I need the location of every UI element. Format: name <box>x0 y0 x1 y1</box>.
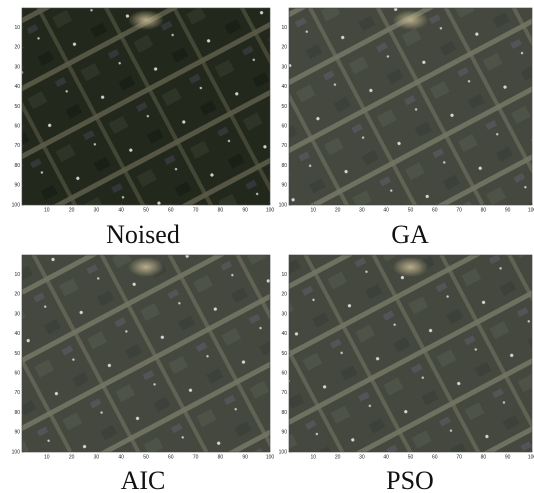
x-tick-label: 30 <box>359 454 365 460</box>
x-tick-label: 70 <box>193 454 199 460</box>
image-panel: 10 20 30 40 50 60 70 80 90 100 10 20 30 40 50 60 70 80 90 1… <box>12 255 275 493</box>
x-tick-label: 20 <box>69 454 75 460</box>
y-tick-label: 30 <box>14 311 20 317</box>
y-tick-label: 30 <box>281 64 287 70</box>
x-tick-label: 70 <box>456 207 462 213</box>
x-tick-label: 50 <box>143 454 149 460</box>
y-tick-label: 90 <box>281 183 287 189</box>
x-tick-label: 60 <box>168 454 174 460</box>
image <box>289 8 532 205</box>
x-tick-label: 90 <box>505 207 511 213</box>
y-tick-label: 90 <box>14 430 20 436</box>
y-tick-label: 70 <box>281 143 287 149</box>
x-tick-label: 90 <box>242 207 248 213</box>
y-tick-label: 70 <box>14 143 20 149</box>
caption: PSO <box>386 466 434 493</box>
x-tick-label: 30 <box>94 454 100 460</box>
y-tick-label: 60 <box>281 371 287 377</box>
y-tick-label: 60 <box>14 371 20 377</box>
x-tick-label: 60 <box>168 207 174 213</box>
x-tick-label: 30 <box>359 207 365 213</box>
figure: 10 20 30 40 50 60 70 80 90 100 10 20 30 40 50 60 70 80 90 1… <box>0 0 534 493</box>
image-highlight <box>393 257 429 277</box>
y-tick-label: 10 <box>281 25 287 31</box>
image-panel: 10 20 30 40 50 60 70 80 90 100 10 20 30 40 50 60 70 80 90 1… <box>12 8 275 249</box>
x-tick-label: 20 <box>335 454 341 460</box>
x-tick-label: 40 <box>383 454 389 460</box>
image <box>22 8 270 205</box>
y-tick-label: 40 <box>281 331 287 337</box>
y-tick-label: 100 <box>12 202 21 208</box>
y-tick-label: 40 <box>14 331 20 337</box>
x-tick-label: 80 <box>481 454 487 460</box>
y-tick-label: 10 <box>14 25 20 31</box>
y-tick-label: 50 <box>281 351 287 357</box>
x-tick-label: 40 <box>118 207 124 213</box>
x-tick-label: 30 <box>94 207 100 213</box>
image-highlight <box>128 10 164 30</box>
caption: AIC <box>121 466 166 493</box>
y-tick-label: 100 <box>12 449 21 455</box>
y-tick-label: 80 <box>14 163 20 169</box>
caption: GA <box>391 220 429 249</box>
y-tick-label: 40 <box>14 84 20 90</box>
x-tick-label: 10 <box>44 454 50 460</box>
y-tick-label: 70 <box>281 390 287 396</box>
image <box>22 255 270 452</box>
y-tick-label: 80 <box>281 410 287 416</box>
x-tick-label: 10 <box>44 207 50 213</box>
y-tick-label: 50 <box>14 104 20 110</box>
x-tick-label: 80 <box>218 454 224 460</box>
x-tick-label: 100 <box>528 207 534 213</box>
x-tick-label: 40 <box>118 454 124 460</box>
y-tick-label: 20 <box>281 45 287 51</box>
y-tick-label: 80 <box>281 163 287 169</box>
y-tick-label: 20 <box>14 45 20 51</box>
y-tick-label: 50 <box>14 351 20 357</box>
x-tick-label: 20 <box>335 207 341 213</box>
x-tick-label: 70 <box>456 454 462 460</box>
x-tick-label: 50 <box>143 207 149 213</box>
y-tick-label: 30 <box>14 64 20 70</box>
y-tick-label: 50 <box>281 104 287 110</box>
x-tick-label: 60 <box>432 207 438 213</box>
y-tick-label: 30 <box>281 311 287 317</box>
y-tick-label: 10 <box>14 272 20 278</box>
image-panel: 10 20 30 40 50 60 70 80 90 100 10 20 30 40 50 60 70 80 90 1… <box>279 255 534 493</box>
y-tick-label: 10 <box>281 272 287 278</box>
y-tick-label: 90 <box>281 430 287 436</box>
x-tick-label: 10 <box>311 207 317 213</box>
y-tick-label: 100 <box>279 202 288 208</box>
y-tick-label: 100 <box>279 449 288 455</box>
x-tick-label: 80 <box>481 207 487 213</box>
y-tick-label: 70 <box>14 390 20 396</box>
caption: Noised <box>106 220 180 249</box>
x-tick-label: 90 <box>505 454 511 460</box>
x-tick-label: 20 <box>69 207 75 213</box>
x-tick-label: 70 <box>193 207 199 213</box>
x-tick-label: 80 <box>218 207 224 213</box>
y-tick-label: 90 <box>14 183 20 189</box>
y-tick-label: 40 <box>281 84 287 90</box>
x-tick-label: 10 <box>311 454 317 460</box>
x-tick-label: 50 <box>408 454 414 460</box>
image-highlight <box>128 257 164 277</box>
image <box>289 255 532 452</box>
y-tick-label: 80 <box>14 410 20 416</box>
y-tick-label: 60 <box>14 124 20 130</box>
x-tick-label: 60 <box>432 454 438 460</box>
y-tick-label: 60 <box>281 124 287 130</box>
y-tick-label: 20 <box>281 292 287 298</box>
x-tick-label: 50 <box>408 207 414 213</box>
x-tick-label: 90 <box>242 454 248 460</box>
x-tick-label: 100 <box>528 454 534 460</box>
image-panel: 10 20 30 40 50 60 70 80 90 100 10 20 30 40 50 60 70 80 90 1… <box>279 8 534 249</box>
y-tick-label: 20 <box>14 292 20 298</box>
image-highlight <box>393 10 429 30</box>
x-tick-label: 40 <box>383 207 389 213</box>
x-tick-label: 100 <box>266 454 275 460</box>
x-tick-label: 100 <box>266 207 275 213</box>
